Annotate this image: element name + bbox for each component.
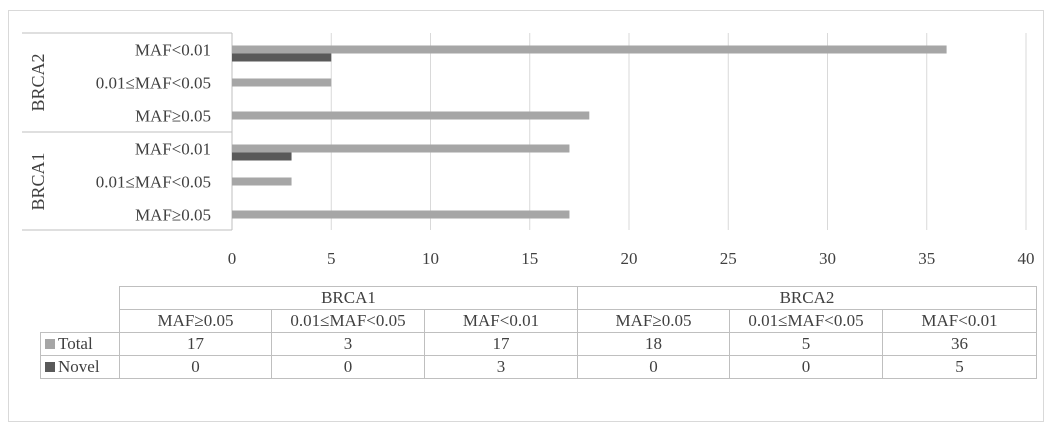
- axis-labels: 0 5 10 15 20 25 30 35 40 BRCA2 MAF<0.01 0.01≤MAF<0.…: [28, 41, 1035, 269]
- table-cell: 5: [729, 332, 883, 356]
- table-cell: 0: [729, 355, 883, 379]
- legend-entry-novel: Novel: [40, 355, 120, 379]
- category-label: MAF≥0.05: [135, 107, 211, 126]
- bars: [232, 45, 947, 219]
- legend-label: Total: [58, 334, 93, 353]
- table-cell: 0: [271, 355, 425, 379]
- data-table: BRCA1 BRCA2 MAF≥0.05 0.01≤MAF<0.05 MAF<0…: [40, 286, 1037, 379]
- table-cell: 0: [577, 355, 730, 379]
- x-tick-label: 40: [1018, 249, 1035, 268]
- x-tick-label: 20: [621, 249, 638, 268]
- x-tick-label: 25: [720, 249, 737, 268]
- category-label: MAF<0.01: [135, 41, 211, 60]
- table-cell: 17: [424, 332, 578, 356]
- bar-total: [232, 210, 570, 219]
- legend-entry-total: Total: [40, 332, 120, 356]
- table-row: Total 17 3 17 18 5 36: [40, 332, 1037, 356]
- bar-total: [232, 78, 332, 87]
- table-cell: 3: [424, 355, 578, 379]
- x-tick-label: 0: [228, 249, 237, 268]
- chart-frame: [8, 10, 1044, 422]
- table-column-header: MAF<0.01: [882, 309, 1037, 333]
- table-column-header: 0.01≤MAF<0.05: [271, 309, 425, 333]
- table-column-header-row: MAF≥0.05 0.01≤MAF<0.05 MAF<0.01 MAF≥0.05…: [40, 309, 1037, 333]
- table-group-header: BRCA2: [577, 286, 1037, 310]
- bar-total: [232, 177, 292, 186]
- table-cell: 5: [882, 355, 1037, 379]
- category-label: MAF<0.01: [135, 140, 211, 159]
- table-column-header: MAF≥0.05: [577, 309, 730, 333]
- table-cell: 0: [119, 355, 272, 379]
- x-tick-label: 5: [327, 249, 336, 268]
- table-cell: 17: [119, 332, 272, 356]
- bar-novel: [232, 152, 292, 161]
- table-column-header: MAF≥0.05: [119, 309, 272, 333]
- x-tick-label: 30: [819, 249, 836, 268]
- bar-total: [232, 111, 590, 120]
- table-column-header: 0.01≤MAF<0.05: [729, 309, 883, 333]
- table-cell: 3: [271, 332, 425, 356]
- x-tick-label: 15: [521, 249, 538, 268]
- table-cell: 36: [882, 332, 1037, 356]
- table-cell: 18: [577, 332, 730, 356]
- table-group-header: BRCA1: [119, 286, 578, 310]
- group-label: BRCA1: [28, 152, 48, 210]
- bar-total: [232, 45, 947, 54]
- table-group-header-row: BRCA1 BRCA2: [41, 286, 1037, 310]
- gridlines: [22, 32, 1027, 231]
- category-label: MAF≥0.05: [135, 206, 211, 225]
- bar-total: [232, 144, 570, 153]
- legend-label: Novel: [58, 357, 100, 376]
- bar-novel: [232, 53, 332, 62]
- group-label: BRCA2: [28, 53, 48, 111]
- legend-swatch-novel: [45, 362, 55, 372]
- table-column-header: MAF<0.01: [424, 309, 578, 333]
- category-label: 0.01≤MAF<0.05: [96, 173, 211, 192]
- x-tick-label: 10: [422, 249, 439, 268]
- bar-chart: 0 5 10 15 20 25 30 35 40 BRCA2 MAF<0.01 0.01≤MAF<0.…: [22, 32, 1035, 269]
- category-label: 0.01≤MAF<0.05: [96, 74, 211, 93]
- table-row: Novel 0 0 3 0 0 5: [40, 355, 1037, 379]
- legend-swatch-total: [45, 339, 55, 349]
- x-tick-label: 35: [918, 249, 935, 268]
